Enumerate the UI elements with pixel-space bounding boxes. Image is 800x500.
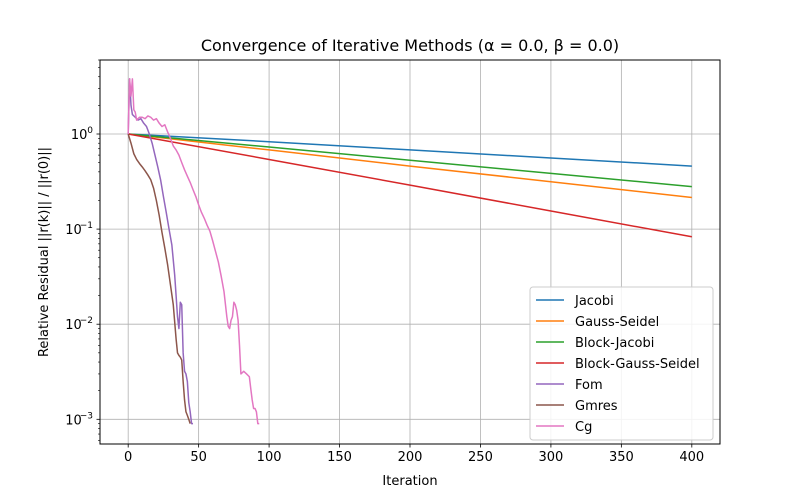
series-line-block-gauss-seidel [128,133,692,238]
x-tick-label: 200 [398,450,423,465]
y-tick-exponent: −1 [80,221,93,231]
y-tick-label: −310 [65,411,93,428]
x-tick-label: 0 [124,450,132,465]
y-tick-base: 10 [65,318,82,333]
x-tick-label: 50 [190,450,207,465]
legend-label: Jacobi [574,294,614,309]
x-tick-label: 350 [609,450,634,465]
y-tick-exponent: 0 [87,126,93,136]
legend-label: Block-Gauss-Seidel [575,357,700,372]
x-tick-label: 400 [679,450,704,465]
x-axis-label: Iteration [382,474,437,489]
y-tick-exponent: −2 [80,316,93,326]
legend-label: Gauss-Seidel [575,315,659,330]
y-tick-label: −110 [65,221,93,238]
y-axis-label: Relative Residual ||r(k)|| / ||r(0)|| [37,147,52,357]
plot-series [127,78,692,425]
chart-title: Convergence of Iterative Methods (α = 0.… [201,36,619,55]
x-tick-label: 300 [538,450,563,465]
legend-label: Fom [575,378,603,393]
y-tick-label: 010 [71,126,93,143]
series-line-fom [127,78,193,425]
series-line-gmres [127,133,191,424]
x-tick-label: 150 [327,450,352,465]
legend-box [529,286,714,441]
x-tick-label: 250 [468,450,493,465]
series-line-cg [127,78,260,425]
y-tick-label: −210 [65,316,93,333]
y-tick-base: 10 [65,223,82,238]
y-tick-base: 10 [65,413,82,428]
legend-label: Gmres [575,399,618,414]
x-tick-label: 100 [257,450,282,465]
legend: Jacobi Gauss-Seidel Block-Jacobi Block-Gaus… [529,286,714,441]
y-tick-base: 10 [71,128,88,143]
legend-label: Block-Jacobi [575,336,654,351]
series-line-block-jacobi [128,133,692,188]
y-tick-exponent: −3 [80,411,93,421]
series-line-jacobi [128,133,692,167]
series-line-gauss-seidel [128,133,692,199]
legend-label: Cg [575,420,592,435]
